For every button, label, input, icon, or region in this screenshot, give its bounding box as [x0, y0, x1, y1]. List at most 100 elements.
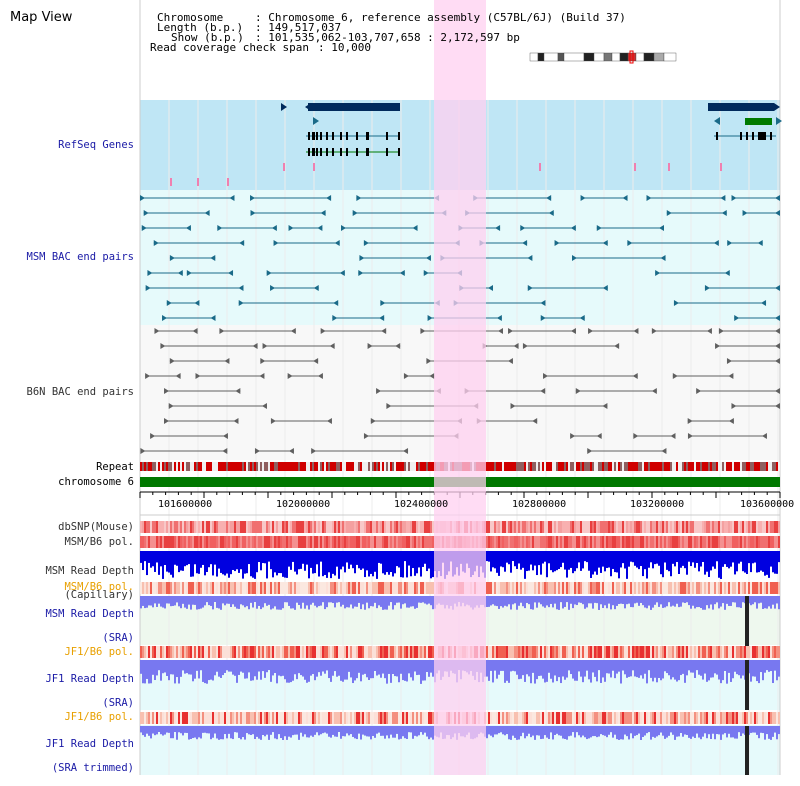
- jf1-b6-pol-heat-cell: [748, 712, 750, 724]
- jf1-b6-pol-heat-cell: [512, 646, 514, 658]
- msm-b6-pol-heat-cell: [336, 582, 338, 594]
- msm-depth-sra-bar: [526, 596, 528, 603]
- dbsnp-heat-cell: [242, 521, 244, 533]
- jf1-depth-trim-bar: [588, 726, 590, 739]
- msm-depth-capillary-bar: [360, 551, 362, 570]
- dbsnp-heat-cell: [368, 521, 370, 533]
- dbsnp-heat-cell: [264, 521, 266, 533]
- jf1-depth-trim-bar: [246, 726, 248, 734]
- jf1-b6-pol-heat-cell: [700, 712, 702, 724]
- jf1-depth-trim-bar: [326, 726, 328, 734]
- msm-depth-capillary-bar: [374, 551, 376, 572]
- track-label-jf1-b6-pol-2[interactable]: JF1/B6 pol.: [64, 711, 134, 723]
- msm-depth-capillary-bar: [510, 551, 512, 573]
- msm-b6-pol-heat-cell: [178, 536, 180, 548]
- dbsnp-heat-cell: [254, 521, 256, 533]
- track-label-dbsnp[interactable]: dbSNP(Mouse): [58, 521, 134, 533]
- msm-depth-capillary-bar: [244, 551, 246, 574]
- msm-depth-capillary-bar: [358, 551, 360, 569]
- repeat-segment: [362, 462, 364, 471]
- jf1-b6-pol-heat-cell: [258, 646, 260, 658]
- track-label-refseq-genes[interactable]: RefSeq Genes: [58, 139, 134, 151]
- jf1-depth-sra-bar: [626, 660, 628, 678]
- msm-b6-pol-heat-cell: [294, 536, 296, 548]
- msm-b6-pol-heat-cell: [756, 536, 758, 548]
- track-label-msm-b6-pol-2[interactable]: MSM/B6 pol.: [64, 581, 134, 593]
- track-label-b6n-bac[interactable]: B6N BAC end pairs: [26, 386, 134, 398]
- msm-depth-capillary-bar: [226, 551, 228, 574]
- jf1-depth-sra-bar: [324, 660, 326, 674]
- track-label-msm-b6-pol-1[interactable]: MSM/B6 pol.: [64, 536, 134, 548]
- dbsnp-heat-cell: [610, 521, 612, 533]
- track-label-chromosome[interactable]: chromosome 6: [58, 476, 134, 488]
- dbsnp-heat-cell: [624, 521, 626, 533]
- jf1-depth-sra-bar: [706, 660, 708, 682]
- msm-bac-pair-end: [250, 210, 256, 216]
- msm-depth-capillary-bar: [366, 551, 368, 571]
- repeat-segment: [582, 462, 584, 471]
- dbsnp-heat-cell: [142, 521, 144, 533]
- msm-depth-capillary-bar: [502, 551, 504, 568]
- msm-b6-pol-heat-cell: [740, 536, 742, 548]
- dbsnp-heat-cell: [618, 521, 620, 533]
- jf1-b6-pol-heat-cell: [566, 712, 568, 724]
- msm-depth-sra-bar: [614, 596, 616, 610]
- repeat-segment: [776, 462, 778, 471]
- msm-depth-capillary-bar: [500, 551, 502, 567]
- jf1-b6-pol-heat-cell: [530, 712, 532, 724]
- jf1-depth-trim-bar: [410, 726, 412, 733]
- jf1-b6-pol-heat-cell: [192, 646, 194, 658]
- dbsnp-heat-cell: [598, 521, 600, 533]
- msm-depth-capillary-bar: [308, 551, 310, 579]
- jf1-depth-sra-bar: [498, 660, 500, 675]
- jf1-b6-pol-heat-cell: [756, 646, 758, 658]
- track-label-jf1-depth-trimmed[interactable]: JF1 Read Depth (SRA trimmed): [20, 726, 134, 786]
- msm-depth-sra-bar: [152, 596, 154, 608]
- msm-b6-pol-heat-cell: [646, 582, 648, 594]
- repeat-segment: [490, 462, 492, 471]
- msm-b6-pol-heat-cell: [320, 582, 322, 594]
- msm-b6-pol-heat-cell: [688, 536, 690, 548]
- msm-b6-pol-heat-cell: [718, 536, 720, 548]
- jf1-b6-pol-heat-cell: [268, 712, 270, 724]
- msm-b6-pol-heat-cell: [256, 582, 258, 594]
- msm-b6-pol-heat-cell: [220, 582, 222, 594]
- track-label-msm-depth-capillary[interactable]: MSM Read Depth (Capillary): [20, 553, 134, 613]
- msm-b6-pol-heat-cell: [328, 582, 330, 594]
- dbsnp-heat-cell: [540, 521, 542, 533]
- msm-bac-pair-end: [317, 225, 323, 231]
- msm-bac-pair-end: [339, 270, 345, 276]
- msm-b6-pol-heat-cell: [218, 536, 220, 548]
- track-label-jf1-depth-sra[interactable]: JF1 Read Depth (SRA): [20, 661, 134, 721]
- msm-depth-sra-bar: [766, 596, 768, 609]
- msm-b6-pol-heat-cell: [400, 536, 402, 548]
- refseq-exon: [340, 148, 342, 156]
- msm-b6-pol-heat-cell: [536, 582, 538, 594]
- msm-b6-pol-heat-cell: [698, 582, 700, 594]
- msm-depth-sra-bar: [534, 596, 536, 603]
- msm-depth-capillary-bar: [518, 551, 520, 564]
- track-label-jf1-b6-pol-1[interactable]: JF1/B6 pol.: [64, 646, 134, 658]
- repeat-segment: [280, 462, 282, 471]
- msm-b6-pol-heat-cell: [274, 536, 276, 548]
- jf1-depth-trim-bar: [370, 726, 372, 740]
- jf1-depth-sra-bar: [668, 660, 670, 676]
- jf1-b6-pol-heat-cell: [404, 712, 406, 724]
- jf1-depth-trim-bar: [378, 726, 380, 733]
- jf1-depth-sra-bar: [684, 660, 686, 683]
- msm-b6-pol-heat-cell: [668, 582, 670, 594]
- repeat-segment: [682, 462, 684, 471]
- msm-depth-capillary-bar: [426, 551, 428, 572]
- track-label-msm-depth-sra[interactable]: MSM Read Depth (SRA): [20, 596, 134, 656]
- jf1-b6-pol-heat-cell: [754, 646, 756, 658]
- msm-depth-sra-bar: [188, 596, 190, 605]
- jf1-b6-pol-heat-cell: [188, 646, 190, 658]
- msm-b6-pol-heat-cell: [252, 536, 254, 548]
- track-label-repeat[interactable]: Repeat: [96, 461, 134, 473]
- refseq-gene-block: [308, 103, 400, 111]
- jf1-b6-pol-heat-cell: [588, 712, 590, 724]
- jf1-depth-sra-bar: [738, 660, 740, 676]
- msm-b6-pol-heat-cell: [582, 536, 584, 548]
- track-label-msm-bac[interactable]: MSM BAC end pairs: [26, 251, 134, 263]
